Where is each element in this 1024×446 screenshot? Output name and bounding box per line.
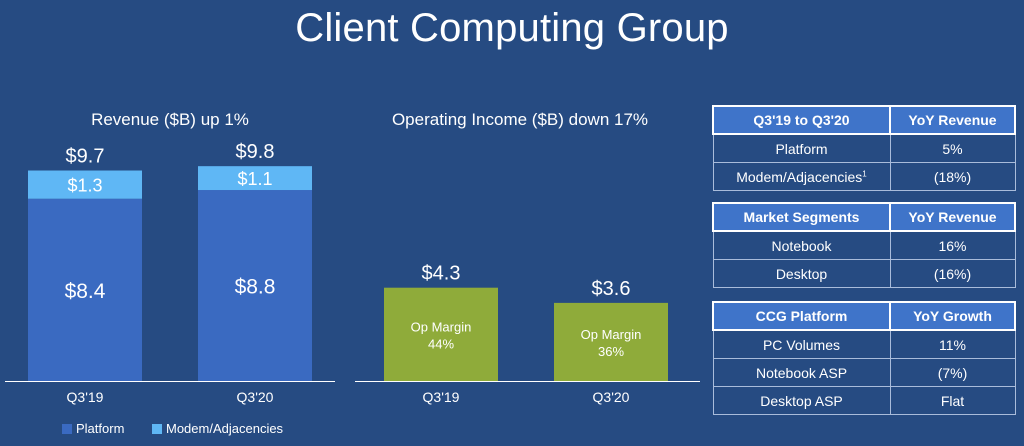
footnote-marker: 1 (862, 168, 867, 178)
table-header-row: Market Segments YoY Revenue (712, 202, 1016, 232)
data-label-modem: $1.1 (237, 169, 272, 189)
row-label: Notebook ASP (712, 358, 891, 387)
data-label-total: $9.8 (236, 141, 275, 163)
table-header-row: Q3'19 to Q3'20 YoY Revenue (712, 105, 1016, 135)
table-row: Modem/Adjacencies1 (18%) (712, 162, 1016, 191)
table-header-cell: Q3'19 to Q3'20 (712, 105, 891, 135)
table-header-cell: Market Segments (712, 202, 891, 232)
row-value: 16% (889, 230, 1016, 260)
data-label-platform: $8.8 (235, 276, 276, 299)
table-header-row: CCG Platform YoY Growth (712, 301, 1016, 331)
bar-platform (198, 190, 312, 381)
table-row: Desktop ASP Flat (712, 386, 1016, 415)
op-income-chart-title: Operating Income ($B) down 17% (391, 110, 649, 129)
row-label: Modem/Adjacencies (736, 168, 863, 185)
row-label: Desktop (712, 259, 891, 288)
row-value: 11% (889, 329, 1016, 359)
op-margin-value: 44% (428, 336, 454, 351)
table-row: Notebook 16% (712, 230, 1016, 260)
page-title: Client Computing Group (295, 6, 729, 50)
legend-modem: Modem/Adjacencies (152, 421, 283, 436)
table-row: Desktop (16%) (712, 259, 1016, 288)
legend-modem-swatch (152, 423, 162, 434)
row-label: PC Volumes (712, 329, 891, 359)
row-value: 5% (889, 133, 1016, 163)
legend-modem-label: Modem/Adjacencies (166, 421, 284, 436)
row-value: (7%) (889, 358, 1016, 387)
bar-op-income (554, 302, 668, 381)
row-value: Flat (889, 386, 1016, 415)
table-row: PC Volumes 11% (712, 329, 1016, 359)
op-margin-title: Op Margin (411, 319, 472, 334)
data-label-op-income: $3.6 (592, 278, 631, 300)
data-label-total: $9.7 (66, 146, 105, 168)
legend-platform-swatch (62, 423, 72, 434)
data-label-modem: $1.3 (67, 176, 102, 196)
row-value: (16%) (889, 259, 1016, 288)
x-tick-label: Q3'19 (67, 389, 104, 405)
bar-op-income (384, 287, 498, 381)
market-segments-table: Market Segments YoY Revenue Notebook 16%… (712, 202, 1016, 288)
bar-modem (28, 170, 142, 199)
charts-canvas: $8.4 $1.3 $9.7 Q3'19 $8.8 $1.1 $9.8 Q3'20 $4.3 Op… (5, 141, 700, 405)
bar-modem (198, 166, 312, 191)
row-value: (18%) (889, 162, 1016, 191)
data-label-op-income: $4.3 (422, 263, 461, 285)
bar-platform (28, 198, 142, 381)
table-header-cell: CCG Platform (712, 301, 891, 331)
x-tick-label: Q3'19 (423, 389, 460, 405)
row-label: Notebook (712, 230, 891, 260)
x-tick-label: Q3'20 (593, 389, 630, 405)
table-header-cell: YoY Revenue (889, 202, 1016, 232)
row-label-cell: Modem/Adjacencies1 (712, 162, 891, 191)
revenue-chart-title: Revenue ($B) up 1% (91, 110, 249, 129)
op-margin-value: 36% (598, 344, 624, 359)
table-row: Notebook ASP (7%) (712, 358, 1016, 387)
ccg-platform-table: CCG Platform YoY Growth PC Volumes 11% N… (712, 301, 1016, 415)
legend-platform: Platform (62, 421, 124, 436)
legend-platform-label: Platform (76, 421, 125, 436)
table-header-cell: YoY Growth (889, 301, 1016, 331)
table-header-cell: YoY Revenue (889, 105, 1016, 135)
data-label-platform: $8.4 (65, 280, 106, 303)
yoy-revenue-table: Q3'19 to Q3'20 YoY Revenue Platform 5% M… (712, 105, 1016, 191)
table-row: Platform 5% (712, 133, 1016, 163)
op-margin-title: Op Margin (581, 327, 642, 342)
x-tick-label: Q3'20 (237, 389, 274, 405)
row-label: Desktop ASP (712, 386, 891, 415)
row-label: Platform (712, 133, 891, 163)
